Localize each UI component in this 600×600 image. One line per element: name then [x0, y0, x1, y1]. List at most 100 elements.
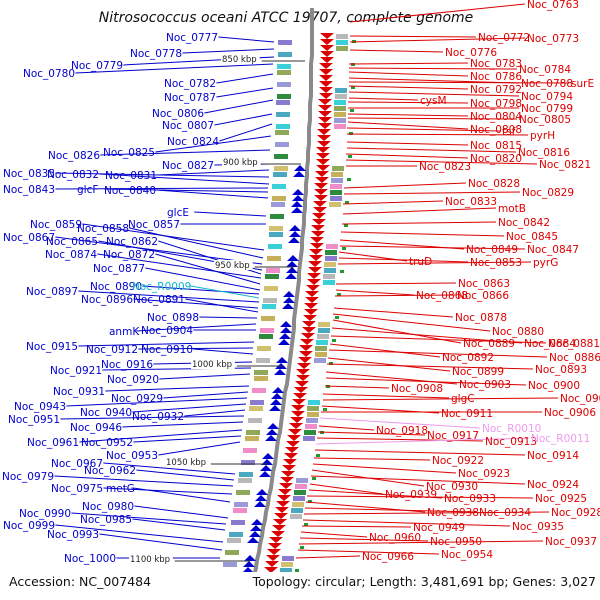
- gene-label-right[interactable]: Noc_0847: [527, 244, 579, 256]
- gene-label-left[interactable]: Noc_0962: [84, 465, 136, 477]
- gene-label-left[interactable]: Noc_0832: [47, 169, 99, 181]
- gene-label-right[interactable]: Noc_0878: [455, 312, 507, 324]
- gene-label-left[interactable]: metG: [106, 483, 135, 495]
- gene-label-left[interactable]: Noc_0872: [103, 249, 155, 261]
- gene-label-left[interactable]: Noc_0835: [3, 168, 55, 180]
- gene-label-right[interactable]: Noc_0939: [385, 489, 437, 501]
- gene-label-right[interactable]: Noc_0903: [459, 379, 511, 391]
- gene-label-right[interactable]: Noc_0928: [551, 507, 600, 519]
- gene-label-left[interactable]: Noc_0912: [86, 344, 138, 356]
- gene-label-left[interactable]: Noc_0780: [23, 68, 75, 80]
- gene-label-left[interactable]: Noc_0952: [81, 437, 133, 449]
- gene-label-left[interactable]: Noc_0825: [103, 147, 155, 159]
- gene-label-right[interactable]: Noc_0954: [441, 549, 493, 561]
- gene-label-right[interactable]: Noc_0823: [419, 161, 471, 173]
- gene-label-left[interactable]: Noc_0778: [130, 48, 182, 60]
- gene-label-left[interactable]: Noc_0840: [104, 185, 156, 197]
- gene-label-right[interactable]: Noc_0804: [470, 111, 522, 123]
- gene-label-right[interactable]: Noc_0902: [560, 393, 600, 405]
- gene-label-left[interactable]: Noc_0890: [90, 281, 142, 293]
- gene-label-right[interactable]: Noc_0923: [458, 468, 510, 480]
- gene-label-left[interactable]: Noc_1000: [64, 553, 116, 565]
- gene-label-right[interactable]: tsf: [502, 126, 516, 138]
- gene-label-left[interactable]: Noc_0943: [14, 401, 66, 413]
- gene-label-right[interactable]: Noc_0773: [527, 33, 579, 45]
- gene-label-right[interactable]: Noc_0833: [445, 196, 497, 208]
- gene-label-right[interactable]: pyrG: [533, 257, 558, 269]
- gene-label-left[interactable]: Noc_0940: [80, 407, 132, 419]
- gene-label-right[interactable]: Noc_0880: [492, 326, 544, 338]
- gene-label-right[interactable]: Noc_0829: [522, 187, 574, 199]
- gene-label-left[interactable]: glcF: [77, 184, 98, 196]
- gene-label-right[interactable]: Noc_0935: [512, 521, 564, 533]
- gene-label-left[interactable]: Noc_0865: [46, 236, 98, 248]
- gene-label-left[interactable]: Noc_0920: [107, 374, 159, 386]
- gene-label-right[interactable]: Noc_0808: [470, 124, 522, 136]
- gene-label-right[interactable]: Noc_R0011: [531, 433, 590, 445]
- gene-label-right[interactable]: Noc_0911: [441, 408, 493, 420]
- gene-label-right[interactable]: Noc_0763: [527, 0, 579, 11]
- gene-label-right[interactable]: Noc_0792: [470, 84, 522, 96]
- gene-label-right[interactable]: Noc_0820: [470, 153, 522, 165]
- gene-label-right[interactable]: Noc_0908: [391, 383, 443, 395]
- gene-label-right[interactable]: Noc_0886: [549, 352, 600, 364]
- gene-label-left[interactable]: Noc_0946: [70, 422, 122, 434]
- gene-label-right[interactable]: Noc_0899: [452, 366, 504, 378]
- gene-label-right[interactable]: Noc_0849: [466, 244, 518, 256]
- gene-label-right[interactable]: Noc_0933: [444, 493, 496, 505]
- gene-label-left[interactable]: Noc_0867: [3, 232, 55, 244]
- gene-label-left[interactable]: Noc_0874: [45, 249, 97, 261]
- gene-label-left[interactable]: glcE: [167, 207, 189, 219]
- gene-label-left[interactable]: Noc_0896: [81, 294, 133, 306]
- gene-label-left[interactable]: Noc_0921: [50, 365, 102, 377]
- gene-label-left[interactable]: Noc_0806: [152, 108, 204, 120]
- gene-label-right[interactable]: glgC: [451, 393, 475, 405]
- gene-label-left[interactable]: Noc_0857: [128, 219, 180, 231]
- gene-label-left[interactable]: Noc_0827: [162, 160, 214, 172]
- gene-label-left[interactable]: Noc_0975: [51, 483, 103, 495]
- gene-label-left[interactable]: Noc_0990: [19, 508, 71, 520]
- gene-label-left[interactable]: Noc_0777: [166, 32, 218, 44]
- gene-label-left[interactable]: Noc_0953: [106, 450, 158, 462]
- gene-label-right[interactable]: Noc_0799: [521, 103, 573, 115]
- gene-label-left[interactable]: Noc_0898: [147, 312, 199, 324]
- gene-label-left[interactable]: Noc_0985: [80, 514, 132, 526]
- gene-label-left[interactable]: Noc_0843: [3, 184, 55, 196]
- gene-label-left[interactable]: Noc_0877: [93, 263, 145, 275]
- gene-label-left[interactable]: Noc_0831: [105, 170, 157, 182]
- gene-label-left[interactable]: anmK: [109, 326, 140, 338]
- gene-label-right[interactable]: cysM: [420, 95, 447, 107]
- gene-label-right[interactable]: pyrH: [530, 130, 555, 142]
- gene-label-right[interactable]: truD: [409, 256, 432, 268]
- gene-label-right[interactable]: surE: [571, 78, 594, 90]
- gene-label-right[interactable]: Noc_0783: [470, 58, 522, 70]
- gene-label-right[interactable]: Noc_0917: [427, 430, 479, 442]
- gene-label-left[interactable]: Noc_0916: [101, 359, 153, 371]
- gene-label-left[interactable]: Noc_0859: [30, 219, 82, 231]
- gene-label-left[interactable]: Noc_0787: [164, 92, 216, 104]
- gene-label-right[interactable]: Noc_0925: [535, 493, 587, 505]
- gene-label-left[interactable]: Noc_0993: [47, 529, 99, 541]
- gene-label-right[interactable]: Noc_0828: [468, 178, 520, 190]
- gene-label-left[interactable]: Noc_0807: [162, 120, 214, 132]
- gene-label-left[interactable]: Noc_0915: [26, 341, 78, 353]
- gene-label-right[interactable]: Noc_0900: [528, 380, 580, 392]
- gene-label-right[interactable]: Noc_0966: [362, 551, 414, 563]
- gene-label-right[interactable]: Noc_0821: [539, 159, 591, 171]
- gene-label-right[interactable]: motB: [498, 203, 526, 215]
- gene-label-left[interactable]: Noc_0999: [3, 520, 55, 532]
- gene-label-left[interactable]: Noc_0826: [48, 150, 100, 162]
- gene-label-right[interactable]: Noc_0784: [519, 64, 571, 76]
- gene-label-left[interactable]: Noc_0858: [77, 223, 129, 235]
- gene-label-right[interactable]: Noc_0938: [427, 507, 479, 519]
- gene-label-right[interactable]: Noc_0881: [548, 338, 600, 350]
- gene-label-right[interactable]: Noc_0842: [498, 217, 550, 229]
- gene-label-left[interactable]: Noc_0910: [141, 344, 193, 356]
- gene-label-right[interactable]: Noc_0922: [432, 455, 484, 467]
- gene-label-left[interactable]: Noc_0891: [133, 294, 185, 306]
- gene-label-left[interactable]: Noc_0951: [8, 414, 60, 426]
- gene-label-right[interactable]: Noc_0889: [463, 338, 515, 350]
- gene-label-right[interactable]: Noc_0868: [416, 290, 468, 302]
- gene-label-right[interactable]: Noc_0918: [376, 425, 428, 437]
- gene-label-left[interactable]: Noc_0961: [27, 437, 79, 449]
